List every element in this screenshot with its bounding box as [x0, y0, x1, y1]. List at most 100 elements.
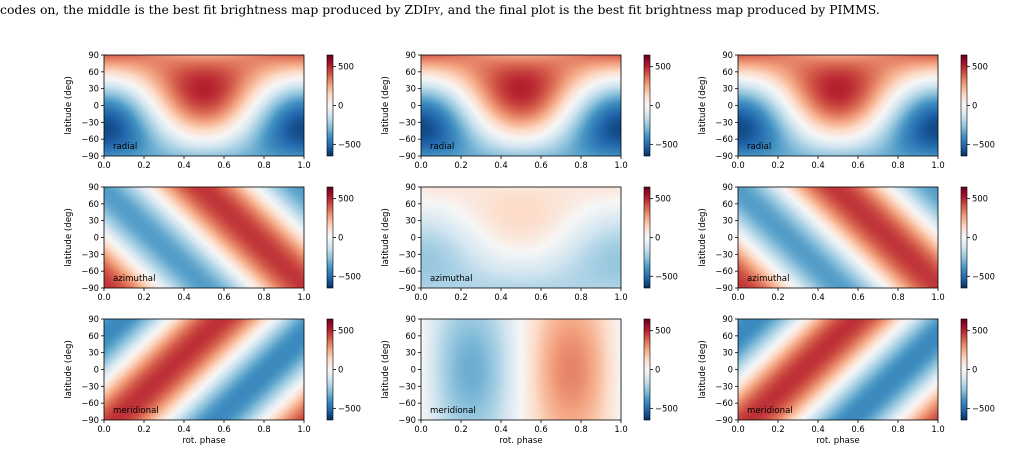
- map-panel-azimuthal-1: 90 60 30 0 −30 −60 −900.0 0.2 0.4 0.6 0.8 1.0 latitu…: [64, 182, 361, 302]
- component-label: radial: [747, 142, 771, 152]
- x-tick-label: 0.6: [217, 424, 230, 434]
- y-tick-label: 90: [88, 50, 99, 60]
- y-tick-label: 60: [405, 331, 416, 341]
- y-tick-label: 60: [722, 67, 733, 77]
- x-tick-label: 0.2: [771, 292, 784, 302]
- x-tick-label: 0.2: [454, 424, 467, 434]
- y-tick-label: −90: [715, 415, 733, 425]
- y-tick-label: −90: [398, 283, 416, 293]
- map-panel-radial-2: 90 60 30 0 −30 −60 −900.0 0.2 0.4 0.6 0.8 1.0 latitu…: [381, 50, 678, 170]
- y-tick-label: −60: [398, 134, 416, 144]
- colorbar-tick-label: 500: [972, 62, 988, 72]
- y-tick-label: −60: [398, 266, 416, 276]
- x-tick-label: 0.0: [97, 160, 110, 170]
- x-tick-label: 0.6: [217, 292, 230, 302]
- x-tick-label: 0.4: [811, 292, 824, 302]
- x-tick-label: 1.0: [931, 424, 944, 434]
- y-axis-label: latitude (deg): [64, 208, 74, 267]
- x-tick-label: 0.6: [534, 292, 547, 302]
- x-axis-label: rot. phase: [816, 436, 859, 446]
- y-tick-label: 60: [88, 331, 99, 341]
- colorbar: [960, 54, 968, 157]
- colorbar-tick-label: −500: [972, 271, 995, 281]
- y-tick-label: −60: [81, 398, 99, 408]
- y-tick-label: 90: [405, 182, 416, 192]
- component-label: meridional: [113, 406, 159, 416]
- x-tick-label: 0.0: [731, 424, 744, 434]
- y-tick-label: 60: [722, 199, 733, 209]
- colorbar-tick-label: 500: [338, 62, 354, 72]
- y-tick-label: 90: [722, 50, 733, 60]
- component-label: azimuthal: [430, 274, 472, 284]
- colorbar-tick-label: −500: [655, 403, 678, 413]
- colorbar-tick-label: 500: [655, 194, 671, 204]
- y-tick-label: 0: [728, 365, 733, 375]
- y-tick-label: −30: [715, 381, 733, 391]
- map-panel-radial-3: 90 60 30 0 −30 −60 −900.0 0.2 0.4 0.6 0.8 1.0 latitu…: [698, 50, 995, 170]
- x-tick-label: 0.8: [257, 424, 270, 434]
- y-tick-label: 0: [411, 101, 416, 111]
- x-tick-label: 0.8: [891, 160, 904, 170]
- x-tick-label: 1.0: [297, 292, 310, 302]
- y-tick-label: −60: [715, 398, 733, 408]
- component-label: radial: [113, 142, 137, 152]
- y-tick-label: −60: [398, 398, 416, 408]
- x-tick-label: 0.8: [891, 424, 904, 434]
- component-label: meridional: [747, 406, 793, 416]
- colorbar-tick-label: 0: [655, 233, 660, 243]
- colorbar-tick-label: −500: [338, 271, 361, 281]
- x-tick-label: 1.0: [614, 292, 627, 302]
- y-tick-label: −30: [398, 381, 416, 391]
- x-tick-label: 0.4: [494, 424, 507, 434]
- y-tick-label: 30: [88, 348, 99, 358]
- colorbar-tick-label: 0: [655, 365, 660, 375]
- y-axis-label: latitude (deg): [698, 76, 708, 135]
- heatmap-image: [738, 55, 938, 156]
- colorbar-tick-label: 0: [338, 101, 343, 111]
- x-tick-label: 0.2: [137, 424, 150, 434]
- y-tick-label: −90: [81, 151, 99, 161]
- colorbar-tick-label: 0: [338, 365, 343, 375]
- y-tick-label: 0: [728, 101, 733, 111]
- x-tick-label: 0.0: [97, 292, 110, 302]
- colorbar: [326, 186, 334, 289]
- x-tick-label: 1.0: [931, 292, 944, 302]
- y-tick-label: −60: [715, 134, 733, 144]
- x-tick-label: 0.0: [731, 292, 744, 302]
- x-tick-label: 0.0: [414, 160, 427, 170]
- y-tick-label: −60: [81, 134, 99, 144]
- colorbar: [960, 186, 968, 289]
- x-tick-label: 0.0: [414, 424, 427, 434]
- figure-caption: codes on, the middle is the best fit bri…: [0, 2, 1014, 17]
- caption-part-2: py: [427, 2, 440, 17]
- colorbar-tick-label: −500: [972, 139, 995, 149]
- y-tick-label: 0: [411, 365, 416, 375]
- colorbar-tick-label: 500: [338, 326, 354, 336]
- colorbar-tick-label: −500: [655, 139, 678, 149]
- y-axis-label: latitude (deg): [64, 340, 74, 399]
- x-tick-label: 0.6: [851, 160, 864, 170]
- caption-part-1: codes on, the middle is the best fit bri…: [0, 2, 428, 17]
- x-tick-label: 0.0: [731, 160, 744, 170]
- heatmap-image: [421, 187, 621, 288]
- colorbar-tick-label: −500: [338, 403, 361, 413]
- x-tick-label: 0.8: [257, 292, 270, 302]
- colorbar-tick-label: 500: [655, 62, 671, 72]
- y-tick-label: 90: [722, 314, 733, 324]
- y-tick-label: −30: [81, 381, 99, 391]
- y-tick-label: 30: [405, 216, 416, 226]
- x-tick-label: 0.4: [811, 160, 824, 170]
- colorbar-tick-label: 0: [655, 101, 660, 111]
- colorbar-tick-label: 0: [972, 101, 977, 111]
- x-tick-label: 0.6: [851, 292, 864, 302]
- x-tick-label: 0.2: [771, 160, 784, 170]
- component-label: meridional: [430, 406, 476, 416]
- y-tick-label: −30: [398, 249, 416, 259]
- x-tick-label: 0.8: [574, 424, 587, 434]
- colorbar-tick-label: 0: [338, 233, 343, 243]
- y-axis-label: latitude (deg): [64, 76, 74, 135]
- component-label: radial: [430, 142, 454, 152]
- colorbar-tick-label: 500: [972, 194, 988, 204]
- y-tick-label: 0: [94, 365, 99, 375]
